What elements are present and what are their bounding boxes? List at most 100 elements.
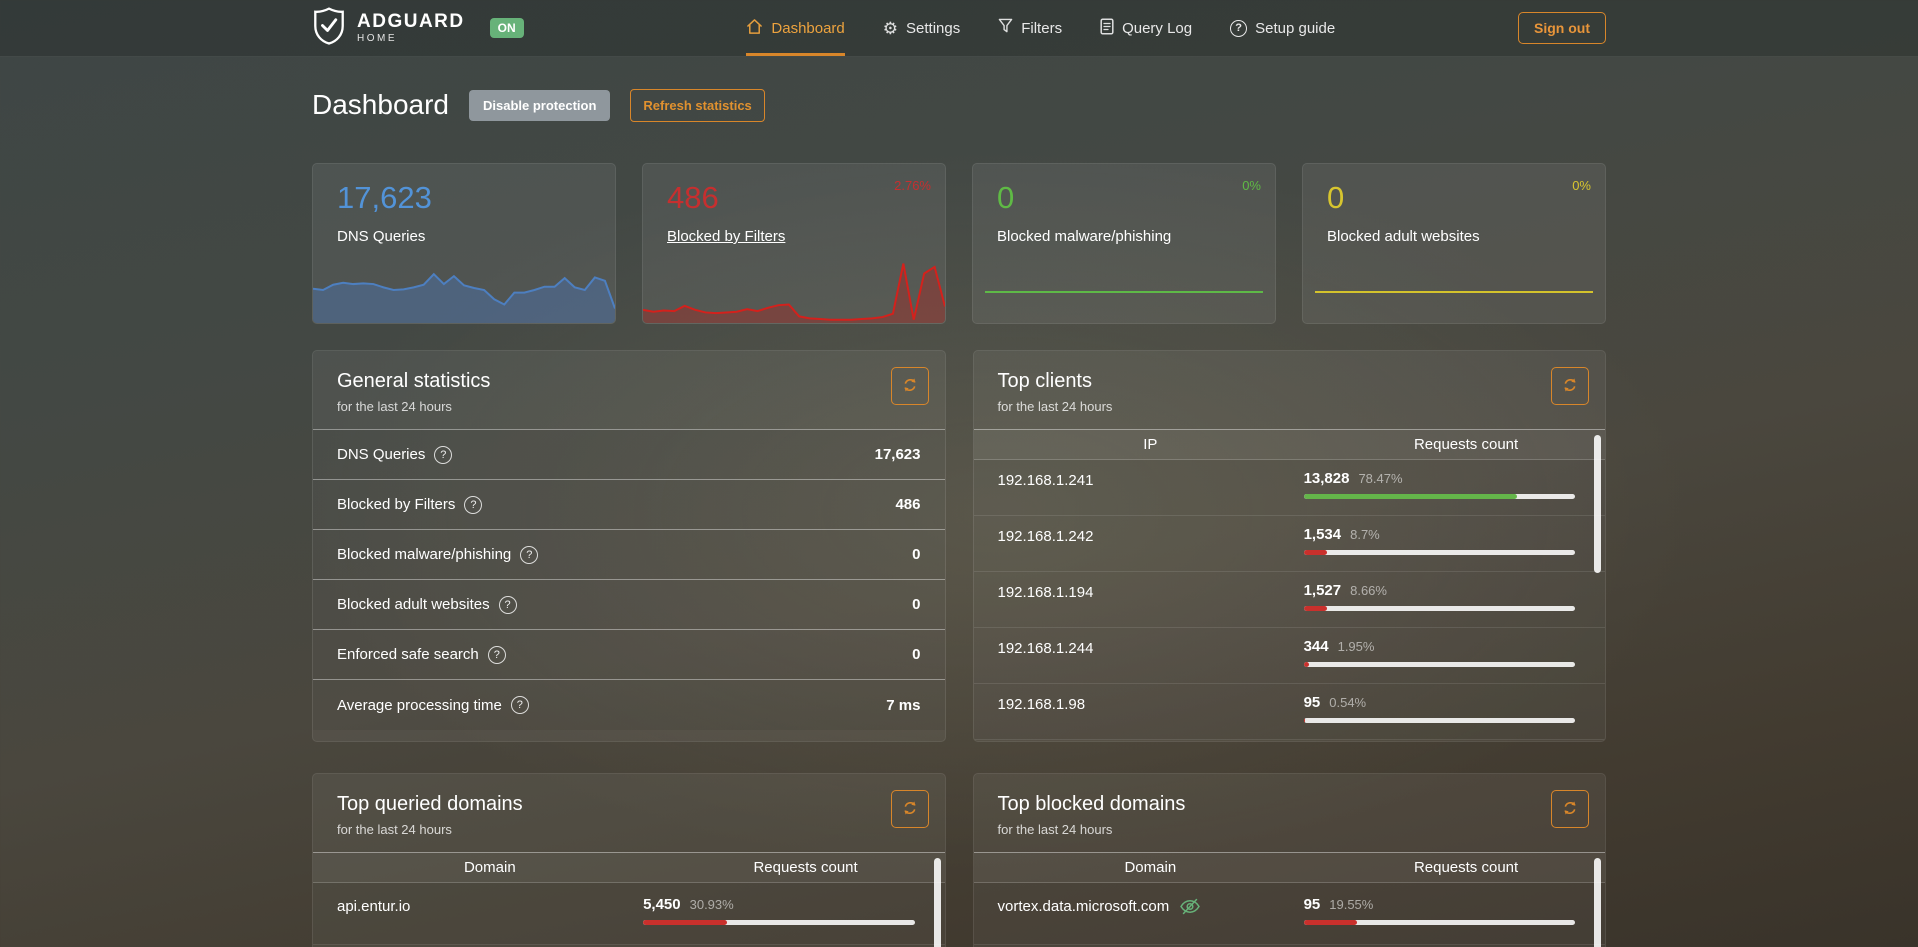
question-mark-icon[interactable]: ?: [498, 595, 517, 614]
scrollbar-thumb[interactable]: [1594, 858, 1601, 947]
question-mark-icon[interactable]: ?: [520, 545, 539, 564]
table-header-row: Domain Requests count: [313, 852, 945, 883]
panel-subtitle: for the last 24 hours: [337, 399, 452, 414]
progress-bar-fill: [1303, 718, 1306, 723]
refresh-button[interactable]: [890, 367, 929, 405]
client-row: 192.168.1.244 344 1.95%: [973, 628, 1605, 684]
refresh-button[interactable]: [890, 790, 929, 828]
stats-row-value: 0: [912, 546, 921, 563]
question-mark-icon[interactable]: ?: [487, 645, 506, 664]
scrollbar-thumb[interactable]: [1594, 435, 1601, 573]
requests-progress-bar: [1303, 550, 1575, 555]
stat-card-dns-queries: 17,623 DNS Queries: [312, 163, 616, 324]
client-ip-link[interactable]: 192.168.1.98: [997, 696, 1086, 713]
requests-percent: 19.55%: [1329, 897, 1374, 912]
stats-row: Average processing time? 7 ms: [313, 680, 945, 730]
requests-progress-bar: [1303, 920, 1575, 925]
nav-label: Filters: [1021, 19, 1063, 37]
main-nav: Dashboard ⚙ Settings Filters Query Log ?: [564, 0, 1518, 56]
general-statistics-panel: General statistics for the last 24 hours: [312, 350, 946, 742]
refresh-icon: [1562, 377, 1578, 396]
blocked-by-filters-link[interactable]: Blocked by Filters: [667, 228, 786, 245]
stats-row-label: Blocked by Filters: [337, 496, 456, 513]
client-row: 192.168.1.241 13,828 78.47%: [973, 460, 1605, 516]
nav-item-filters[interactable]: Filters: [998, 0, 1062, 56]
stat-value: 0: [997, 180, 1015, 215]
sign-out-button[interactable]: Sign out: [1518, 12, 1606, 44]
stats-row-value: 17,623: [874, 446, 921, 463]
domain-link[interactable]: api.entur.io: [337, 898, 411, 915]
nav-item-settings[interactable]: ⚙ Settings: [883, 0, 960, 56]
panel-title: Top blocked domains: [997, 793, 1186, 815]
column-header-requests: Requests count: [1413, 859, 1519, 876]
refresh-icon: [902, 800, 918, 819]
blocked-by-filters-sparkline: [643, 257, 945, 323]
refresh-button[interactable]: [1551, 790, 1589, 828]
client-ip-link[interactable]: 192.168.1.241: [997, 472, 1094, 489]
requests-percent: 8.7%: [1350, 527, 1380, 542]
brand-title: ADGUARD: [357, 11, 465, 32]
stat-percent-delta: 0%: [1572, 178, 1591, 193]
client-ip-link[interactable]: 192.168.1.194: [997, 584, 1094, 601]
brand-subtitle: HOME: [357, 33, 397, 44]
nav-item-query-log[interactable]: Query Log: [1100, 0, 1192, 56]
panel-subtitle: for the last 24 hours: [337, 822, 452, 837]
requests-percent: 78.47%: [1358, 471, 1403, 486]
progress-bar-fill: [1303, 662, 1309, 667]
requests-progress-bar: [643, 920, 915, 925]
table-header-row: Domain Requests count: [973, 852, 1605, 883]
page-title: Dashboard: [312, 89, 449, 120]
domain-row: api.entur.io 5,450 30.93%: [313, 883, 945, 945]
refresh-button[interactable]: [1551, 367, 1589, 405]
stat-label: DNS Queries: [337, 228, 426, 245]
nav-label: Setup guide: [1255, 19, 1336, 37]
adguard-logo[interactable]: ADGUARD HOME ON: [312, 6, 524, 50]
stats-row: Enforced safe search? 0: [313, 630, 945, 680]
client-ip-link[interactable]: 192.168.1.242: [997, 528, 1094, 545]
document-icon: [1100, 17, 1114, 39]
requests-percent: 8.66%: [1350, 583, 1387, 598]
progress-bar-fill: [643, 920, 728, 925]
protection-status-badge: ON: [489, 18, 524, 38]
requests-count: 95: [1303, 896, 1321, 913]
blocked-adult-flat-line: [1315, 291, 1593, 293]
column-header-requests: Requests count: [1413, 436, 1519, 453]
domain-link[interactable]: vortex.data.microsoft.com: [997, 898, 1170, 915]
progress-bar-fill: [1303, 550, 1328, 555]
requests-count: 5,450: [643, 896, 681, 913]
nav-item-setup-guide[interactable]: ? Setup guide: [1230, 0, 1335, 56]
refresh-statistics-button[interactable]: Refresh statistics: [630, 88, 765, 122]
shield-check-icon: [312, 6, 346, 50]
blocked-malware-flat-line: [985, 291, 1263, 293]
stats-row-label: Average processing time: [337, 696, 502, 714]
top-queried-domains-panel: Top queried domains for the last 24 hour…: [312, 773, 946, 947]
question-mark-icon[interactable]: ?: [464, 495, 483, 514]
scrollbar-thumb[interactable]: [933, 858, 941, 947]
question-mark-icon[interactable]: ?: [510, 696, 529, 714]
stat-label: Blocked adult websites: [1327, 228, 1480, 245]
stat-label: Blocked malware/phishing: [997, 228, 1172, 245]
gear-icon: ⚙: [882, 18, 899, 38]
refresh-icon: [902, 377, 918, 396]
help-circle-icon: ?: [1230, 19, 1248, 37]
eye-slash-icon: [1179, 898, 1201, 919]
stats-row-label: Blocked malware/phishing: [337, 546, 512, 563]
dns-queries-sparkline: [313, 257, 615, 323]
stats-row: DNS Queries? 17,623: [313, 430, 945, 480]
stat-value: 486: [667, 180, 719, 215]
requests-progress-bar: [1303, 494, 1575, 499]
stat-card-blocked-by-filters: 486 2.76% Blocked by Filters: [642, 163, 946, 324]
client-ip-link[interactable]: 192.168.1.244: [997, 640, 1094, 657]
nav-item-dashboard[interactable]: Dashboard: [746, 0, 845, 56]
disable-protection-button[interactable]: Disable protection: [468, 89, 611, 121]
question-mark-icon[interactable]: ?: [434, 445, 453, 464]
stats-row: Blocked adult websites? 0: [313, 580, 945, 630]
column-header-domain: Domain: [1124, 859, 1177, 876]
stats-row-label: Blocked adult websites: [337, 596, 490, 613]
stat-card-blocked-adult: 0 0% Blocked adult websites: [1302, 163, 1606, 324]
column-header-ip: IP: [1143, 436, 1158, 453]
nav-label: Query Log: [1122, 19, 1193, 37]
stats-row-value: 0: [912, 646, 921, 663]
requests-percent: 1.95%: [1337, 639, 1375, 654]
stats-row: Blocked malware/phishing? 0: [313, 530, 945, 580]
